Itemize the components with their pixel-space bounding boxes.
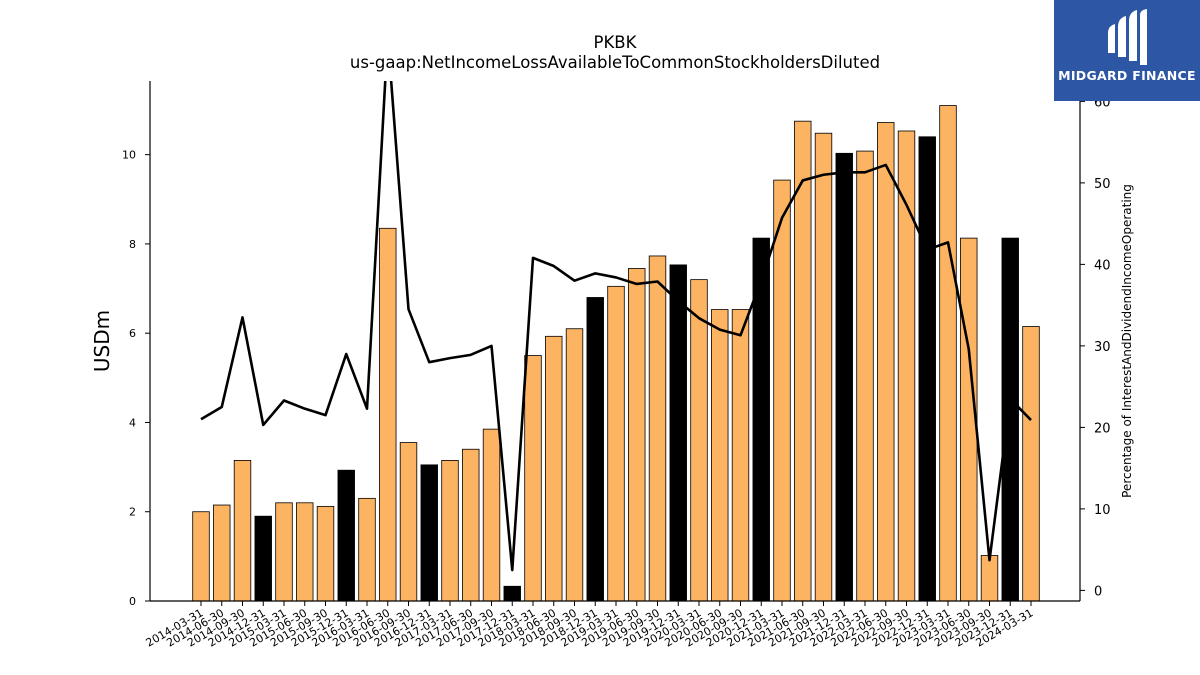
bar-2016-09-30 (399, 442, 418, 601)
axes: 024681001020304050602014-03-312014-06-30… (122, 81, 1111, 650)
y2-tick-label-40: 40 (1094, 258, 1111, 273)
bar-2022-03-31 (856, 150, 874, 601)
bar-2021-12-31 (835, 152, 853, 601)
y2-tick-label-20: 20 (1094, 421, 1111, 436)
bar-2014-12-31 (254, 515, 272, 601)
bar-2017-12-31 (503, 585, 521, 601)
bar-2020-12-31 (752, 237, 770, 601)
bar-2016-12-31 (420, 464, 438, 601)
bar-2016-03-31 (358, 497, 376, 601)
bar-2018-09-30 (565, 328, 584, 601)
bar-2014-06-30 (213, 504, 231, 601)
bar-2020-03-31 (690, 279, 708, 601)
bar-2015-03-31 (275, 502, 293, 601)
y-tick-label-6: 6 (129, 327, 136, 340)
bar-2024-03-31 (1022, 326, 1040, 601)
bar-2018-06-30 (545, 335, 563, 601)
bar-2015-09-30 (316, 505, 335, 601)
y2-tick-label-30: 30 (1094, 340, 1111, 355)
bar-2022-12-31 (918, 136, 936, 601)
bar-2018-03-31 (524, 355, 542, 601)
bar-2017-03-31 (441, 459, 459, 601)
bar-2019-06-30 (628, 268, 646, 601)
bar-2018-12-31 (586, 297, 604, 601)
y-tick-label-8: 8 (129, 238, 136, 251)
midgard-finance-logo: MIDGARD FINANCE (1054, 0, 1200, 101)
bar-2022-09-30 (897, 130, 916, 601)
bar-2019-09-30 (648, 255, 667, 601)
chart-title: PKBK (594, 33, 638, 52)
bar-2016-06-30 (379, 227, 397, 601)
bar-2014-03-31 (192, 511, 210, 601)
y-tick-label-2: 2 (129, 506, 136, 519)
bar-2014-09-30 (233, 459, 252, 601)
bar-2015-06-30 (296, 502, 314, 601)
y-axis-label: USDm (90, 310, 114, 372)
y2-tick-label-10: 10 (1094, 503, 1111, 518)
bar-2017-09-30 (482, 428, 501, 601)
bar-2022-06-30 (877, 122, 895, 601)
y2-tick-label-50: 50 (1094, 177, 1111, 192)
bar-2020-06-30 (711, 309, 729, 601)
bar-2021-09-30 (814, 132, 833, 601)
bar-2017-06-30 (462, 448, 480, 601)
bar-series (192, 105, 1040, 601)
line-series-group (200, 81, 1032, 572)
chart-subtitle: us-gaap:NetIncomeLossAvailableToCommonSt… (350, 53, 880, 72)
bar-2015-12-31 (337, 469, 355, 601)
y-tick-label-10: 10 (122, 149, 136, 162)
y-tick-label-4: 4 (129, 416, 136, 429)
logo-text: MIDGARD FINANCE (1058, 68, 1196, 83)
bar-2023-09-30 (980, 555, 999, 601)
bar-2019-12-31 (669, 264, 687, 601)
bar-2023-03-31 (939, 105, 957, 601)
y-tick-label-0: 0 (129, 595, 136, 608)
bar-2021-03-31 (773, 179, 791, 601)
logo-mark-icon (1108, 9, 1147, 65)
y2-axis-label: Percentage of InterestAndDividendIncomeO… (1120, 184, 1134, 498)
bar-2023-12-31 (1001, 237, 1019, 601)
y2-tick-label-0: 0 (1094, 584, 1102, 599)
line-series (200, 81, 1032, 572)
bar-2019-03-31 (607, 285, 625, 601)
bar-2020-09-30 (731, 309, 750, 601)
